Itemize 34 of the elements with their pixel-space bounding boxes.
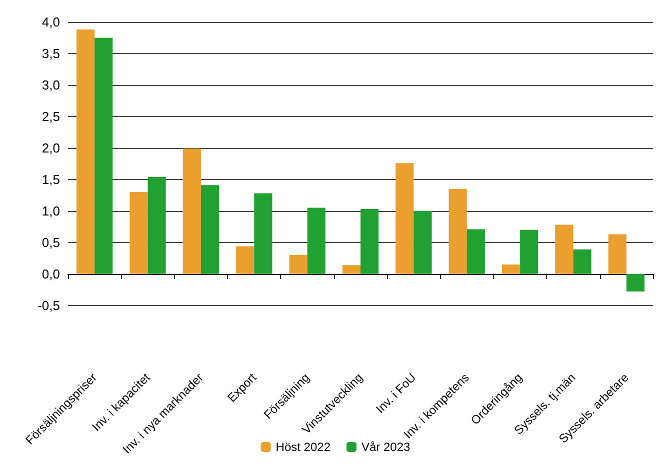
bar — [608, 234, 626, 274]
y-tick-label: 0,0 — [42, 266, 60, 282]
bar — [200, 185, 220, 274]
bar — [573, 249, 592, 274]
bar — [289, 255, 308, 274]
legend-label: Vår 2023 — [362, 440, 411, 454]
bar — [414, 210, 432, 274]
y-tick-label: 2,0 — [42, 140, 60, 156]
y-tick-label: 3,0 — [42, 77, 60, 92]
bar — [448, 188, 467, 274]
y-tick-label: 1,0 — [42, 203, 60, 218]
bar — [360, 209, 379, 274]
bar — [396, 163, 414, 274]
y-tick-label: 4,0 — [42, 14, 60, 30]
bar — [148, 176, 166, 274]
bar — [254, 193, 272, 274]
bar — [182, 148, 201, 274]
y-tick-label: 1,5 — [42, 172, 60, 187]
bar — [307, 208, 326, 274]
y-tick-label: 2,5 — [42, 108, 60, 124]
bar — [466, 229, 485, 274]
legend-label: Höst 2022 — [276, 440, 331, 454]
y-tick-label: -0,5 — [38, 298, 60, 313]
bar — [502, 264, 520, 274]
bar — [130, 192, 148, 274]
bar — [626, 274, 644, 292]
y-tick-label: 0,5 — [42, 234, 60, 250]
bar — [342, 265, 360, 274]
bar — [94, 38, 113, 274]
bar — [555, 224, 574, 274]
y-tick-label: 3,5 — [42, 46, 60, 61]
bar — [76, 30, 95, 274]
bar — [520, 230, 538, 274]
bar — [236, 246, 254, 274]
